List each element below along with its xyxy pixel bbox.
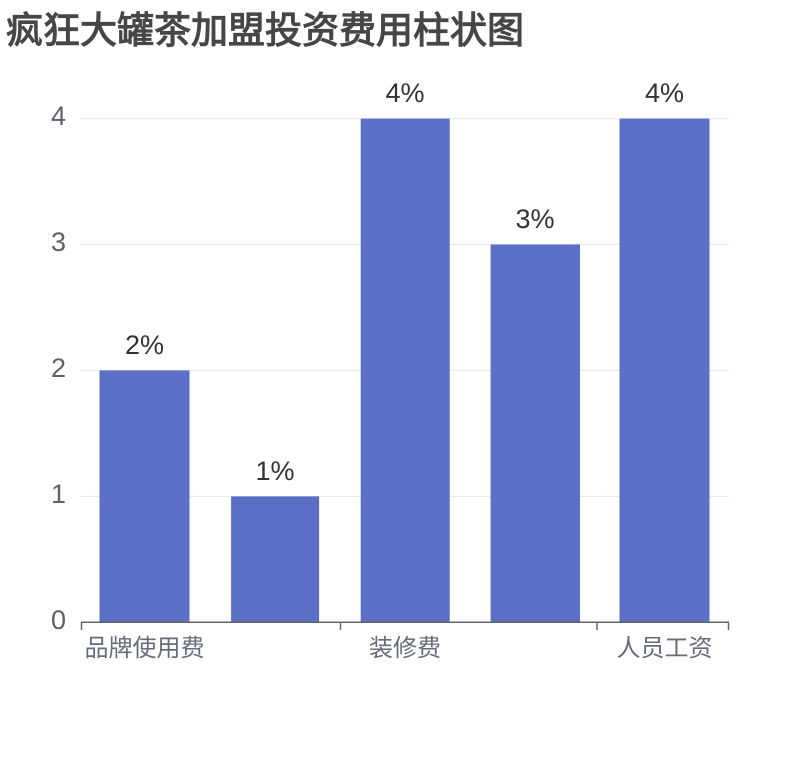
svg-text:品牌使用费: 品牌使用费 [85, 635, 205, 662]
svg-text:人员工资: 人员工资 [617, 635, 713, 662]
svg-text:1: 1 [51, 479, 66, 509]
svg-text:装修费: 装修费 [369, 635, 441, 662]
svg-text:0: 0 [51, 605, 66, 635]
svg-text:2%: 2% [125, 330, 164, 360]
svg-text:3: 3 [51, 227, 66, 257]
svg-text:1%: 1% [255, 456, 294, 486]
svg-text:4: 4 [51, 101, 66, 131]
svg-text:3%: 3% [515, 204, 554, 234]
svg-text:4%: 4% [385, 78, 424, 108]
svg-text:2: 2 [51, 353, 66, 383]
svg-text:4%: 4% [645, 78, 684, 108]
